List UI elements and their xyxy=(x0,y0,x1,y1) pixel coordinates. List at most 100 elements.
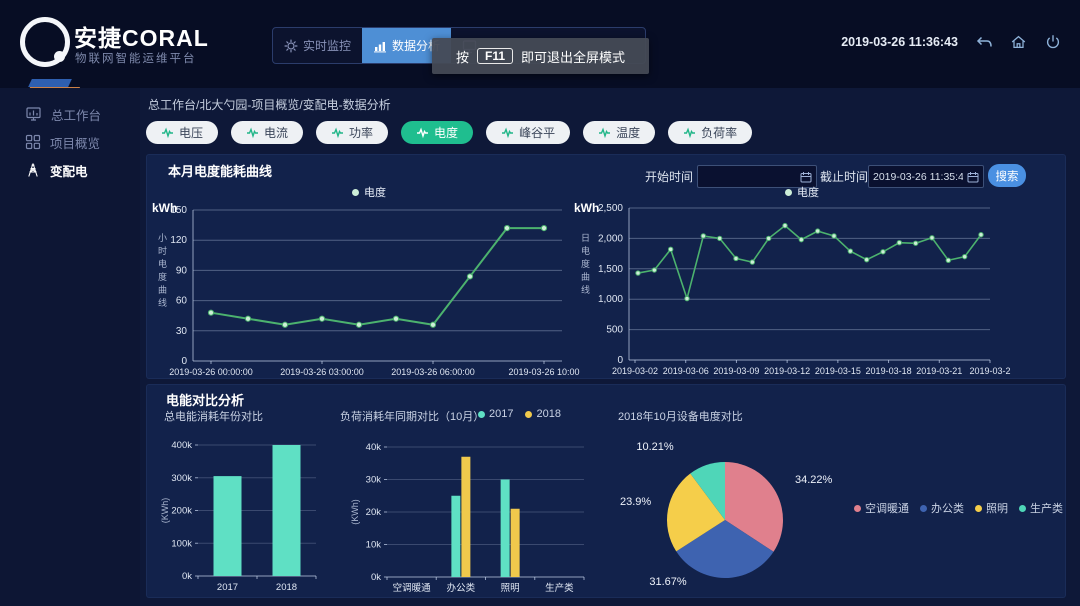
sidebar-item-power-distribution[interactable]: 变配电 xyxy=(0,156,140,184)
sidebar-item-projects[interactable]: 项目概览 xyxy=(0,128,140,156)
legend-label: 空调暖通 xyxy=(865,503,909,515)
svg-text:34.22%: 34.22% xyxy=(795,474,833,486)
svg-text:10k: 10k xyxy=(366,540,382,551)
search-button[interactable]: 搜索 xyxy=(988,164,1026,187)
legend-2017[interactable]: 2017 xyxy=(478,408,513,420)
fullscreen-toast: 按 F11 即可退出全屏模式 xyxy=(432,38,649,74)
app-title: 安捷CORAL xyxy=(74,25,209,51)
power-icon[interactable] xyxy=(1044,33,1062,51)
logo-icon xyxy=(20,17,70,67)
toast-f11-key: F11 xyxy=(476,48,513,64)
load-bar-title: 负荷消耗年同期对比（10月） xyxy=(340,411,485,423)
svg-text:120: 120 xyxy=(170,235,187,246)
comparison-section-title: 电能对比分析 xyxy=(166,393,245,408)
svg-text:23.9%: 23.9% xyxy=(620,496,651,508)
svg-text:10.21%: 10.21% xyxy=(636,441,674,453)
svg-text:200k: 200k xyxy=(171,506,192,517)
device-pie-chart: 34.22% 31.67% 23.9% 10.21% xyxy=(620,441,833,588)
svg-text:40k: 40k xyxy=(366,442,382,453)
legend-office[interactable]: 办公类 xyxy=(920,500,964,516)
nav-item-label: 实时监控 xyxy=(303,39,352,53)
svg-text:1,500: 1,500 xyxy=(598,264,623,275)
tab-load-rate[interactable]: 负荷率 xyxy=(668,121,753,144)
svg-text:20k: 20k xyxy=(366,507,382,518)
svg-text:2018: 2018 xyxy=(276,582,297,593)
svg-text:照明: 照明 xyxy=(501,583,520,594)
pulse-icon xyxy=(683,127,696,139)
calendar-icon[interactable] xyxy=(967,171,983,183)
legend-2018[interactable]: 2018 xyxy=(525,408,561,420)
bar-chart-icon xyxy=(373,39,387,53)
tab-bar: 电压 电流 功率 电度 峰谷平 温度 负荷率 xyxy=(146,121,753,144)
tab-power[interactable]: 功率 xyxy=(316,121,389,144)
sidebar-item-workbench[interactable]: 总工作台 xyxy=(0,100,140,128)
back-icon[interactable] xyxy=(974,34,993,51)
tab-current[interactable]: 电流 xyxy=(231,121,304,144)
header-right: 2019-03-26 11:36:43 xyxy=(841,33,1062,51)
nav-item-label: 数据分析 xyxy=(392,39,441,53)
tab-temperature[interactable]: 温度 xyxy=(583,121,656,144)
end-time-input[interactable] xyxy=(869,170,967,183)
svg-text:办公类: 办公类 xyxy=(447,582,476,594)
svg-text:0: 0 xyxy=(617,355,623,366)
grid-icon xyxy=(25,134,41,150)
sidebar-item-label: 变配电 xyxy=(50,164,88,179)
nav-item-realtime[interactable]: 实时监控 xyxy=(273,28,362,63)
hourly-chart-title: 本月电度能耗曲线 xyxy=(168,164,273,179)
power-tower-icon xyxy=(25,162,41,178)
svg-text:空调暖通: 空调暖通 xyxy=(393,582,432,594)
svg-text:500: 500 xyxy=(606,325,623,336)
legend-label: 电度 xyxy=(364,187,386,199)
svg-text:2019-03-09: 2019-03-09 xyxy=(713,366,759,376)
svg-text:0k: 0k xyxy=(182,571,192,582)
svg-text:300k: 300k xyxy=(171,473,192,484)
tab-voltage[interactable]: 电压 xyxy=(146,121,219,144)
tab-peak-valley[interactable]: 峰谷平 xyxy=(486,121,571,144)
pulse-icon xyxy=(598,127,611,139)
ribbon-blue xyxy=(28,79,72,87)
svg-text:生产类: 生产类 xyxy=(545,582,574,594)
start-time-input-wrap xyxy=(697,165,817,188)
svg-text:2019-03-18: 2019-03-18 xyxy=(866,366,912,376)
legend-label: 办公类 xyxy=(931,503,964,515)
legend-dot xyxy=(920,504,927,512)
daily-axis-title: 日电度曲线 xyxy=(580,233,590,298)
sidebar-item-label: 总工作台 xyxy=(51,108,102,123)
legend-label: 照明 xyxy=(986,503,1008,515)
legend-dot xyxy=(785,188,792,196)
daily-chart-legend[interactable]: 电度 xyxy=(785,184,819,200)
pulse-icon xyxy=(246,127,259,139)
svg-text:2019-03-02: 2019-03-02 xyxy=(612,366,658,376)
svg-text:(KWh): (KWh) xyxy=(350,499,360,525)
load-bar-chart: 0k 10k 20k 30k 40k 空调暖通 办公类 照明 生产类 (KWh) xyxy=(350,442,585,594)
svg-text:2,500: 2,500 xyxy=(598,203,623,214)
app-subtitle: 物联网智能运维平台 xyxy=(75,53,197,65)
svg-text:60: 60 xyxy=(176,296,188,307)
pie-legend: 空调暖通 办公类 照明 生产类 xyxy=(854,500,1063,516)
sidebar: 总工作台 项目概览 变配电 xyxy=(0,88,140,606)
hourly-y-unit: kWh xyxy=(152,201,178,215)
calendar-icon[interactable] xyxy=(800,171,816,183)
tab-label: 电流 xyxy=(264,126,289,140)
tab-label: 温度 xyxy=(616,126,641,140)
tab-label: 峰谷平 xyxy=(519,126,556,140)
start-time-input[interactable] xyxy=(698,170,800,183)
legend-label: 生产类 xyxy=(1030,503,1063,515)
end-time-label: 截止时间 xyxy=(820,170,869,184)
svg-text:100k: 100k xyxy=(171,538,192,549)
legend-lighting[interactable]: 照明 xyxy=(975,500,1008,516)
legend-production[interactable]: 生产类 xyxy=(1019,500,1063,516)
toast-prefix: 按 xyxy=(455,49,469,65)
svg-text:2019-03-26 00:00:00: 2019-03-26 00:00:00 xyxy=(169,367,253,377)
svg-text:2019-03-26 10:00: 2019-03-26 10:00 xyxy=(508,367,579,377)
tab-label: 负荷率 xyxy=(701,126,738,140)
pie-chart-title: 2018年10月设备电度对比 xyxy=(618,411,743,423)
tab-energy[interactable]: 电度 xyxy=(401,121,474,144)
tab-label: 电压 xyxy=(179,126,204,140)
legend-hvac[interactable]: 空调暖通 xyxy=(854,500,909,516)
hourly-chart-legend[interactable]: 电度 xyxy=(352,184,386,200)
svg-text:2,000: 2,000 xyxy=(598,233,623,244)
svg-text:2019-03-26 06:00:00: 2019-03-26 06:00:00 xyxy=(391,367,475,377)
home-icon[interactable] xyxy=(1009,33,1028,51)
